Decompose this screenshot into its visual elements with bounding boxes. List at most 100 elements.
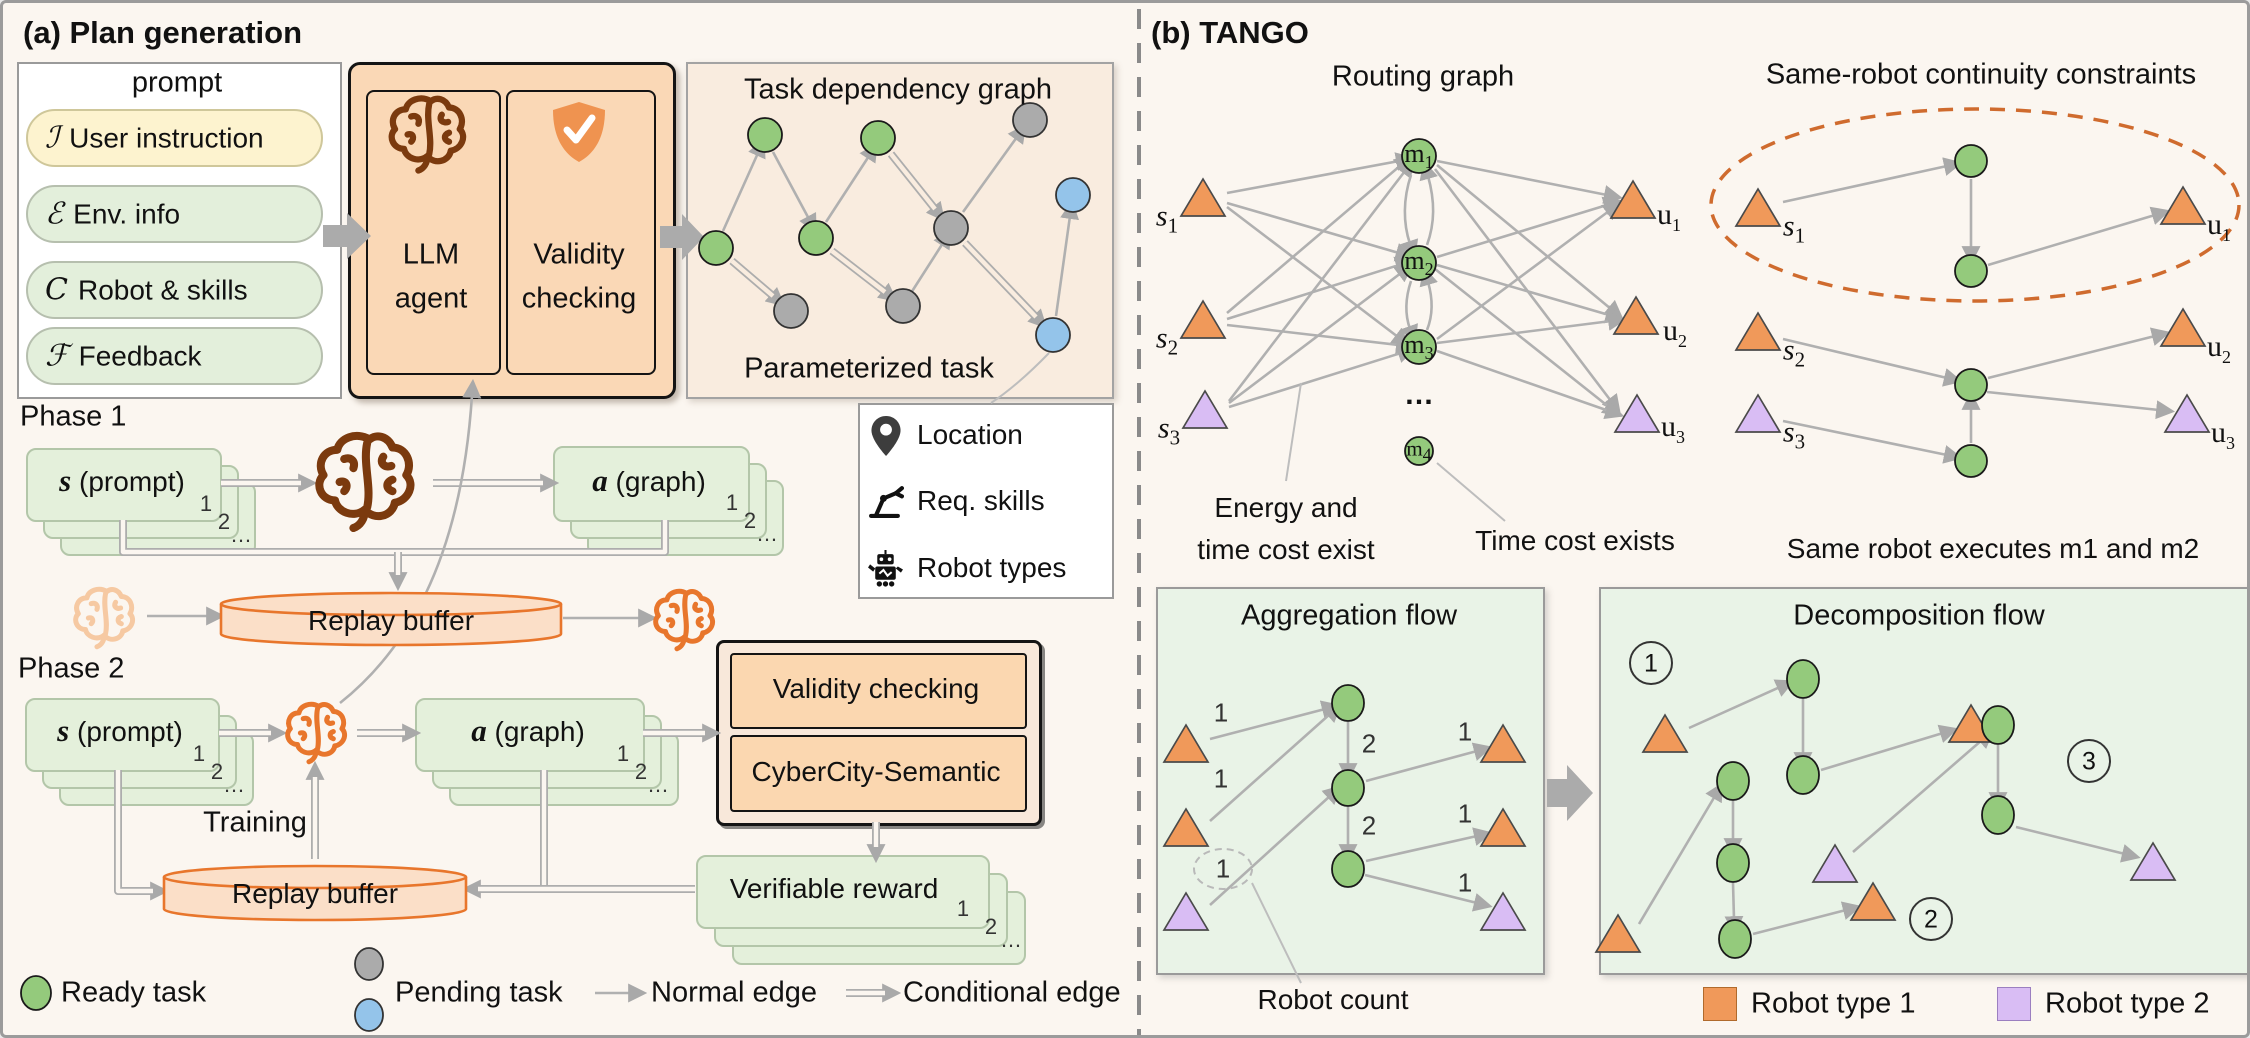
stack-index: 1 (956, 896, 970, 921)
constraints-caption: Same robot executes m1 and m2 (1786, 533, 2200, 564)
task-graph-title: Task dependency graph (744, 73, 1052, 106)
routing-ellipsis: … (1404, 378, 1434, 411)
step-badge-3: 3 (2082, 747, 2096, 776)
replay-buffer-1-label: Replay buffer (307, 605, 475, 636)
panel-b-title: (b) TANGO (1151, 15, 1309, 50)
stack-index: … (647, 772, 669, 797)
robot-count-annotation: Robot count (1257, 984, 1409, 1015)
stack-index: 1 (199, 491, 213, 516)
pill-user-instruction (26, 109, 323, 167)
verifiable-reward-label: Verifiable reward (729, 873, 939, 904)
stack-index: 2 (743, 508, 757, 533)
a-graph-card-label: a (graph) (592, 463, 706, 498)
legend-pending-task: Pending task (395, 976, 563, 1009)
stack-index: 2 (217, 509, 231, 534)
replay-buffer-2-label: Replay buffer (231, 878, 399, 909)
stack-index: … (756, 521, 778, 546)
constraints-title: Same-robot continuity constraints (1765, 58, 2197, 91)
energy-note-line2: time cost exist (1197, 534, 1375, 565)
decomposition-title: Decomposition flow (1793, 599, 2045, 632)
stack-index: 1 (725, 490, 739, 515)
pill-robot-skills-label: C Robot & skills (45, 272, 248, 308)
u3-label: u3 (1661, 410, 1685, 447)
agg-edge-label: 1 (1213, 697, 1229, 728)
agg-edge-label: 2 (1361, 728, 1377, 759)
stack-index: … (1000, 927, 1022, 952)
m2-label: m2 (1404, 245, 1434, 280)
pill-env-info-label: ℰ Env. info (45, 196, 181, 232)
phase1-label: Phase 1 (20, 400, 127, 433)
validity-label-1: Validity (533, 238, 625, 271)
agg-edge-label: 1 (1215, 853, 1231, 884)
script-E-icon: ℰ (45, 196, 64, 232)
legend-robot-types-label: Robot types (917, 552, 1067, 583)
a2-graph-card-1 (415, 698, 645, 772)
validity-label-2: checking (521, 282, 637, 315)
llm-agent-label-2: agent (394, 282, 468, 315)
robot-type1-swatch (1703, 987, 1737, 1021)
training-label: Training (203, 806, 307, 839)
prompt-box-title: prompt (131, 66, 223, 99)
m4-label: m4 (1406, 436, 1432, 465)
legend-robot-type1: Robot type 1 (1751, 987, 1916, 1020)
s2-label: s2 (1155, 321, 1179, 360)
energy-note-line1: Energy and (1214, 492, 1358, 523)
agg-edge-label: 1 (1457, 798, 1473, 829)
stack-index: 2 (634, 759, 648, 784)
agg-edge-label: 2 (1361, 810, 1377, 841)
stack-index: 1 (616, 741, 630, 766)
cybercity-semantic-row-label: CyberCity-Semantic (751, 756, 1001, 787)
stack-index: … (223, 772, 245, 797)
robot-type2-swatch (1997, 987, 2031, 1021)
legend-ready-task: Ready task (61, 976, 207, 1009)
u2-label: u2 (1663, 314, 1687, 351)
s1-label: s1 (1155, 199, 1179, 238)
pill-feedback (26, 327, 323, 385)
s-prompt-card-1 (26, 448, 222, 522)
validity-checking-row-label: Validity checking (772, 673, 980, 704)
a2-graph-card-label: a (graph) (471, 713, 585, 748)
agg-edge-label: 1 (1457, 716, 1473, 747)
c-s2-label: s2 (1782, 333, 1806, 372)
legend-location-label: Location (917, 419, 1023, 450)
script-I-icon: ℐ (45, 120, 60, 156)
cybercity-semantic-row (730, 735, 1027, 812)
agg-edge-label: 1 (1213, 763, 1229, 794)
pill-robot-skills (26, 261, 323, 319)
aggregation-title: Aggregation flow (1240, 599, 1458, 632)
time-cost-note: Time cost exists (1475, 525, 1675, 556)
c-u1-label: u1 (2207, 208, 2231, 245)
llm-agent-label-1: LLM (402, 238, 460, 271)
pill-env-info (26, 185, 323, 243)
c-u2-label: u2 (2207, 330, 2231, 367)
stack-index: 2 (210, 759, 224, 784)
stack-index: 2 (984, 914, 998, 939)
step-badge-2: 2 (1924, 905, 1938, 934)
legend-robot-type2: Robot type 2 (2045, 987, 2210, 1020)
c-s3-label: s3 (1782, 415, 1806, 454)
m1-label: m1 (1404, 138, 1434, 173)
legend-req-skills-label: Req. skills (917, 485, 1045, 516)
s2-prompt-card-label: s (prompt) (57, 713, 183, 748)
reward-card-1 (696, 855, 990, 929)
s-prompt-card-label: s (prompt) (59, 463, 185, 498)
script-C-icon: C (45, 272, 68, 308)
m3-label: m3 (1404, 329, 1434, 364)
script-F-icon: ℱ (45, 338, 69, 374)
stack-index: … (230, 522, 252, 547)
stack-index: 1 (192, 741, 206, 766)
validity-checking-row (730, 653, 1027, 729)
pill-feedback-label: ℱ Feedback (45, 338, 202, 374)
pill-user-instruction-label: ℐ User instruction (45, 120, 264, 156)
legend-conditional-edge: Conditional edge (903, 976, 1121, 1009)
routing-graph-title: Routing graph (1331, 60, 1515, 93)
s3-label: s3 (1157, 411, 1181, 450)
panel-a-title: (a) Plan generation (23, 15, 303, 50)
c-s1-label: s1 (1782, 209, 1806, 248)
parameterized-task-caption: Parameterized task (744, 352, 994, 385)
u1-label: u1 (1657, 198, 1681, 235)
c-u3-label: u3 (2211, 416, 2235, 453)
step-badge-1: 1 (1644, 649, 1658, 678)
legend-normal-edge: Normal edge (651, 976, 818, 1009)
